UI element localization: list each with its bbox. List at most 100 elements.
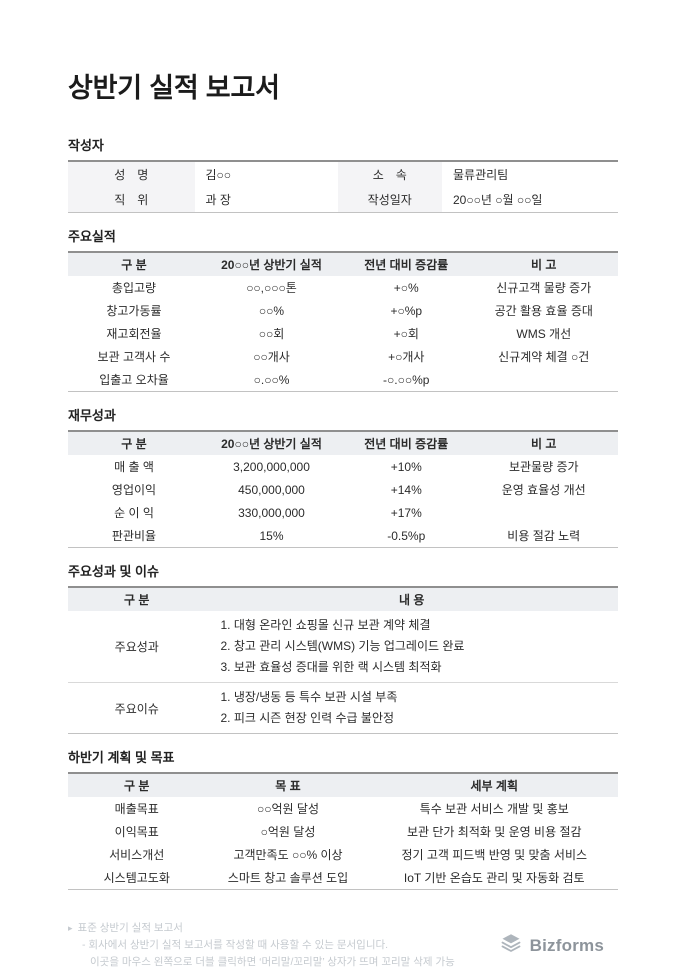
table-cell: 매출목표 — [114, 802, 159, 816]
table-header-row: 구 분 20○○년 상반기 실적 전년 대비 증감률 비 고 — [68, 253, 618, 276]
table-cell: 총입고량 — [111, 281, 157, 295]
table-cell: 정기 고객 피드백 반영 및 맞춤 서비스 — [401, 848, 588, 862]
column-header: 20○○년 상반기 실적 — [221, 437, 322, 451]
table-cell: 재고회전율 — [106, 327, 162, 341]
field-label-department: 소 속 — [337, 162, 442, 187]
section-issues: 주요성과 및 이슈 구 분 내 용 주요성과 1. 대형 온라인 쇼핑몰 신규 … — [68, 564, 618, 734]
issues-heading: 주요성과 및 이슈 — [68, 564, 159, 579]
table-cell: 시스템고도화 — [103, 871, 170, 885]
section-plans: 하반기 계획 및 목표 구 분 목 표 세부 계획 매출목표 ○○억원 달성 특… — [68, 750, 618, 890]
table-cell: 3,200,000,000 — [233, 459, 310, 474]
list-item: 1. 냉장/냉동 등 특수 보관 시설 부족 — [220, 690, 398, 704]
section-financial: 재무성과 구 분 20○○년 상반기 실적 전년 대비 증감률 비 고 매 출 … — [68, 408, 618, 548]
author-table: 성 명 김○○ 소 속 물류관리팀 직 위 과 장 작성일자 20○○년 ○월 … — [68, 160, 618, 213]
footer-note-description: - 회사에서 상반기 실적 보고서를 작성할 때 사용할 수 있는 문서입니다. — [82, 939, 389, 951]
brand-name: Bizforms — [529, 935, 604, 955]
table-row: 서비스개선 고객만족도 ○○% 이상 정기 고객 피드백 반영 및 맞춤 서비스 — [68, 843, 618, 866]
group-label: 주요성과 — [114, 640, 159, 654]
table-cell: 서비스개선 — [109, 848, 165, 862]
table-cell: +14% — [390, 482, 422, 497]
table-row: 순 이 익 330,000,000 +17% — [68, 501, 618, 524]
table-row: 직 위 과 장 작성일자 20○○년 ○월 ○○일 — [68, 187, 618, 212]
table-cell: 보관물량 증가 — [508, 460, 579, 474]
table-row: 매 출 액 3,200,000,000 +10% 보관물량 증가 — [68, 455, 618, 478]
table-cell: 매 출 액 — [114, 460, 154, 474]
table-cell: 순 이 익 — [114, 506, 154, 520]
table-cell: 공간 활용 효율 증대 — [494, 304, 593, 318]
table-cell: 15% — [259, 528, 284, 543]
field-label-position: 직 위 — [68, 187, 195, 212]
footer-note-title-text: 표준 상반기 실적 보고서 — [77, 922, 183, 934]
field-value-position: 과 장 — [205, 193, 231, 207]
table-row: 총입고량 ○○,○○○톤 +○% 신규고객 물량 증가 — [68, 276, 618, 299]
section-author: 작성자 성 명 김○○ 소 속 물류관리팀 직 위 과 장 작성일자 20○○년… — [68, 138, 618, 213]
table-cell: -○.○○%p — [383, 372, 430, 387]
table-cell: ○.○○% — [253, 372, 290, 387]
column-header: 비 고 — [531, 258, 557, 272]
table-cell: 입출고 오차율 — [99, 373, 169, 387]
table-row: 시스템고도화 스마트 창고 솔루션 도입 IoT 기반 온습도 관리 및 자동화… — [68, 866, 618, 889]
column-header: 비 고 — [531, 437, 557, 451]
table-row: 보관 고객사 수 ○○개사 +○개사 신규계약 체결 ○건 — [68, 345, 618, 368]
table-cell: 운영 효율성 개선 — [501, 483, 586, 497]
table-cell: WMS 개선 — [516, 327, 572, 341]
table-row: 성 명 김○○ 소 속 물류관리팀 — [68, 162, 618, 187]
field-label-date: 작성일자 — [337, 187, 442, 212]
column-header: 구 분 — [121, 437, 147, 451]
list-item: 2. 피크 시즌 현장 인력 수급 불안정 — [220, 711, 395, 725]
table-row: 이익목표 ○억원 달성 보관 단가 최적화 및 운영 비용 절감 — [68, 820, 618, 843]
footer-notes: ▸ 표준 상반기 실적 보고서 - 회사에서 상반기 실적 보고서를 작성할 때 … — [68, 920, 455, 971]
group-items: 1. 대형 온라인 쇼핑몰 신규 보관 계약 체결 2. 창고 관리 시스템(W… — [206, 611, 619, 682]
table-cell: 비용 절감 노력 — [507, 529, 581, 543]
table-cell: ○○% — [258, 303, 285, 318]
table-cell: +10% — [390, 459, 422, 474]
footer-note-hint: 이곳을 마우스 왼쪽으로 더블 클릭하면 ‘머리말/꼬리말’ 상자가 뜨며 꼬리… — [90, 956, 455, 968]
column-header: 전년 대비 증감률 — [364, 437, 449, 451]
table-cell: -0.5%p — [387, 528, 426, 543]
document-title: 상반기 실적 보고서 — [68, 73, 280, 103]
plans-heading: 하반기 계획 및 목표 — [68, 750, 175, 765]
group-items: 1. 냉장/냉동 등 특수 보관 시설 부족 2. 피크 시즌 현장 인력 수급… — [206, 683, 619, 733]
table-cell: 450,000,000 — [238, 482, 305, 497]
table-row-group-achievements: 주요성과 1. 대형 온라인 쇼핑몰 신규 보관 계약 체결 2. 창고 관리 … — [68, 611, 618, 682]
financial-table: 구 분 20○○년 상반기 실적 전년 대비 증감률 비 고 매 출 액 3,2… — [68, 430, 618, 548]
table-header-row: 구 분 20○○년 상반기 실적 전년 대비 증감률 비 고 — [68, 432, 618, 455]
table-cell: ○○회 — [258, 327, 285, 341]
table-cell: 신규계약 체결 ○건 — [498, 350, 590, 364]
plans-table: 구 분 목 표 세부 계획 매출목표 ○○억원 달성 특수 보관 서비스 개발 … — [68, 772, 618, 890]
table-cell: 이익목표 — [114, 825, 159, 839]
table-cell: +17% — [390, 505, 422, 520]
performance-table: 구 분 20○○년 상반기 실적 전년 대비 증감률 비 고 총입고량 ○○,○… — [68, 251, 618, 392]
table-cell: 보관 고객사 수 — [97, 350, 171, 364]
section-performance: 주요실적 구 분 20○○년 상반기 실적 전년 대비 증감률 비 고 총입고량… — [68, 229, 618, 392]
column-header: 목 표 — [275, 779, 301, 793]
field-value-department: 물류관리팀 — [453, 168, 509, 182]
performance-heading: 주요실적 — [68, 229, 116, 244]
table-row: 매출목표 ○○억원 달성 특수 보관 서비스 개발 및 홍보 — [68, 797, 618, 820]
table-cell: ○억원 달성 — [260, 825, 316, 839]
table-row: 영업이익 450,000,000 +14% 운영 효율성 개선 — [68, 478, 618, 501]
column-header: 세부 계획 — [470, 779, 519, 793]
issues-table: 구 분 내 용 주요성과 1. 대형 온라인 쇼핑몰 신규 보관 계약 체결 2… — [68, 586, 618, 734]
column-header: 전년 대비 증감률 — [364, 258, 449, 272]
table-cell: +○%p — [390, 303, 423, 318]
table-row: 재고회전율 ○○회 +○회 WMS 개선 — [68, 322, 618, 345]
bizforms-logo: Bizforms — [499, 931, 604, 960]
table-cell: 스마트 창고 솔루션 도입 — [227, 871, 349, 885]
field-value-name: 김○○ — [205, 168, 232, 182]
table-cell: 신규고객 물량 증가 — [496, 281, 592, 295]
table-cell: ○○개사 — [253, 350, 290, 364]
table-cell: ○○,○○○톤 — [246, 281, 297, 295]
field-value-date: 20○○년 ○월 ○○일 — [453, 193, 543, 207]
table-row: 창고가동률 ○○% +○%p 공간 활용 효율 증대 — [68, 299, 618, 322]
table-row: 판관비율 15% -0.5%p 비용 절감 노력 — [68, 524, 618, 547]
field-label-name: 성 명 — [68, 162, 195, 187]
table-cell: 보관 단가 최적화 및 운영 비용 절감 — [406, 825, 582, 839]
table-header-row: 구 분 내 용 — [68, 588, 618, 611]
column-header: 구 분 — [121, 258, 147, 272]
table-cell: +○% — [393, 280, 419, 295]
table-cell: +○개사 — [388, 350, 425, 364]
table-cell: +○회 — [393, 327, 419, 341]
list-item: 3. 보관 효율성 증대를 위한 랙 시스템 최적화 — [220, 660, 442, 674]
